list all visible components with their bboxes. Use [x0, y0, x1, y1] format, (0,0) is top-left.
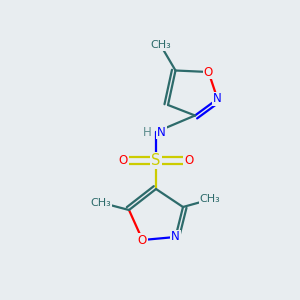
Text: O: O: [184, 154, 194, 167]
Text: O: O: [204, 65, 213, 79]
Text: CH₃: CH₃: [90, 197, 111, 208]
Text: N: N: [213, 92, 222, 106]
Text: CH₃: CH₃: [150, 40, 171, 50]
Text: S: S: [151, 153, 161, 168]
Text: N: N: [171, 230, 180, 244]
Text: O: O: [118, 154, 127, 167]
Text: N: N: [157, 125, 166, 139]
Text: CH₃: CH₃: [200, 194, 220, 205]
Text: H: H: [143, 125, 152, 139]
Text: O: O: [138, 233, 147, 247]
